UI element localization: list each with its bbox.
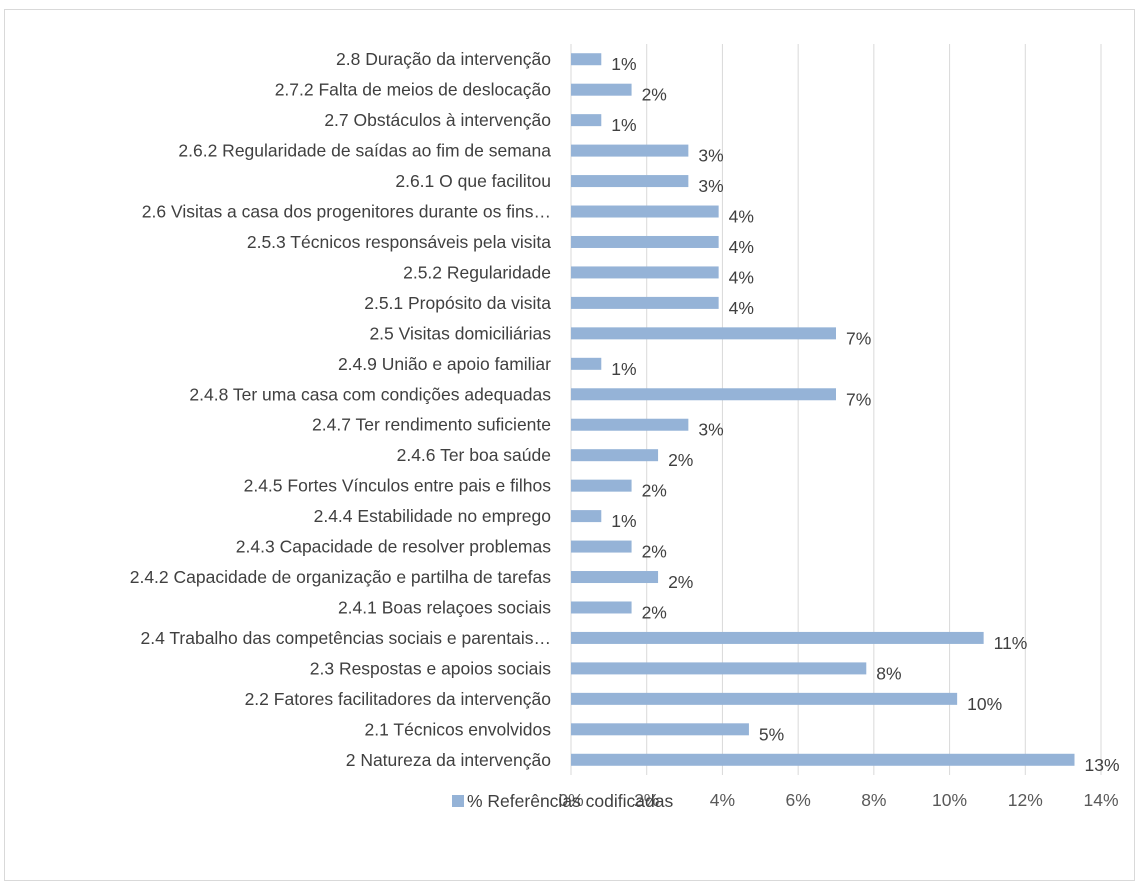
data-label: 3% — [698, 176, 723, 196]
category-label: 2.6.2 Regularidade de saídas ao fim de s… — [178, 141, 551, 161]
bar — [571, 357, 602, 370]
category-label: 2.4.2 Capacidade de organização e partil… — [130, 567, 552, 587]
bar — [571, 631, 984, 644]
bar — [571, 266, 719, 279]
data-label: 5% — [759, 724, 784, 744]
category-labels: 2 Natureza da intervenção 2.1 Técnicos en… — [130, 49, 552, 770]
bar — [571, 571, 659, 584]
bar — [571, 388, 836, 401]
data-label: 4% — [729, 207, 754, 227]
x-tick-label: 10% — [932, 790, 967, 810]
category-label: 2.4.9 União e apoio familiar — [338, 354, 551, 374]
category-label: 2.5.2 Regularidade — [403, 262, 551, 282]
bar — [571, 662, 867, 675]
category-label: 2.4.3 Capacidade de resolver problemas — [236, 537, 551, 557]
data-labels: 13%5%10%8%11%2%2%2%1%2%2%3%7%1%7%4%4%4%4… — [611, 54, 1119, 775]
bar — [571, 114, 602, 127]
category-label: 2.3 Respostas e apoios sociais — [310, 658, 551, 678]
category-label: 2.4.7 Ter rendimento suficiente — [312, 415, 551, 435]
bars — [571, 53, 1075, 766]
data-label: 4% — [729, 237, 754, 257]
category-label: 2.4.1 Boas relaçoes sociais — [338, 597, 551, 617]
data-label: 8% — [876, 663, 901, 683]
data-label: 7% — [846, 389, 871, 409]
bar — [571, 479, 632, 492]
data-label: 7% — [846, 328, 871, 348]
x-tick-label: 8% — [861, 790, 886, 810]
legend-swatch — [452, 795, 464, 807]
category-label: 2.4.8 Ter uma casa com condições adequad… — [189, 384, 551, 404]
data-label: 2% — [668, 572, 693, 592]
category-label: 2.5.3 Técnicos responsáveis pela visita — [247, 232, 551, 252]
data-label: 1% — [611, 54, 636, 74]
bar — [571, 83, 632, 96]
x-tick-label: 14% — [1083, 790, 1118, 810]
bar — [571, 175, 689, 188]
data-label: 2% — [668, 450, 693, 470]
category-label: 2.5 Visitas domiciliárias — [369, 323, 551, 343]
bar — [571, 53, 602, 66]
x-tick-label: 6% — [785, 790, 810, 810]
x-tick-label: 4% — [710, 790, 735, 810]
data-label: 3% — [698, 146, 723, 166]
bar — [571, 418, 689, 431]
category-label: 2 Natureza da intervenção — [346, 750, 551, 770]
data-label: 1% — [611, 115, 636, 135]
category-label: 2.6.1 O que facilitou — [395, 171, 551, 191]
bar-chart: 2 Natureza da intervenção 2.1 Técnicos en… — [130, 44, 1120, 811]
bar — [571, 692, 958, 705]
x-tick-label: 0% — [558, 790, 583, 810]
bar — [571, 449, 659, 462]
bar — [571, 205, 719, 218]
category-label: 2.4 Trabalho das competências sociais e … — [140, 628, 551, 648]
bar — [571, 235, 719, 248]
data-label: 13% — [1085, 755, 1120, 775]
category-label: 2.8 Duração da intervenção — [336, 49, 551, 69]
bar — [571, 510, 602, 523]
data-label: 1% — [611, 511, 636, 531]
legend-label: % Referências codificadas — [467, 791, 673, 811]
data-label: 3% — [698, 420, 723, 440]
category-label: 2.6 Visitas a casa dos progenitores dura… — [142, 202, 551, 222]
bar — [571, 327, 836, 340]
data-label: 2% — [642, 481, 667, 501]
category-label: 2.4.5 Fortes Vínculos entre pais e filho… — [244, 476, 552, 496]
bar — [571, 753, 1075, 766]
bar — [571, 723, 749, 736]
x-tick-label: 2% — [634, 790, 659, 810]
data-label: 4% — [729, 267, 754, 287]
bar — [571, 144, 689, 157]
data-label: 2% — [642, 85, 667, 105]
data-label: 1% — [611, 359, 636, 379]
category-label: 2.1 Técnicos envolvidos — [365, 719, 552, 739]
data-label: 10% — [967, 694, 1002, 714]
category-label: 2.7 Obstáculos à intervenção — [324, 110, 551, 130]
data-label: 2% — [642, 542, 667, 562]
chart-frame: 2 Natureza da intervenção 2.1 Técnicos en… — [4, 9, 1135, 881]
category-label: 2.4.6 Ter boa saúde — [397, 445, 551, 465]
legend: % Referências codificadas — [452, 791, 673, 811]
bar — [571, 601, 632, 614]
category-label: 2.5.1 Propósito da visita — [364, 293, 551, 313]
x-tick-label: 12% — [1008, 790, 1043, 810]
x-tick-labels: 0% 2% 4% 6% 8% 10% 12% 14% — [558, 790, 1118, 810]
gridlines — [570, 44, 1102, 775]
category-label: 2.2 Fatores facilitadores da intervenção — [245, 689, 551, 709]
category-label: 2.7.2 Falta de meios de deslocação — [275, 80, 551, 100]
category-label: 2.4.4 Estabilidade no emprego — [314, 506, 551, 526]
bar — [571, 540, 632, 553]
data-label: 4% — [729, 298, 754, 318]
data-label: 11% — [994, 633, 1028, 653]
bar — [571, 296, 719, 309]
data-label: 2% — [642, 602, 667, 622]
